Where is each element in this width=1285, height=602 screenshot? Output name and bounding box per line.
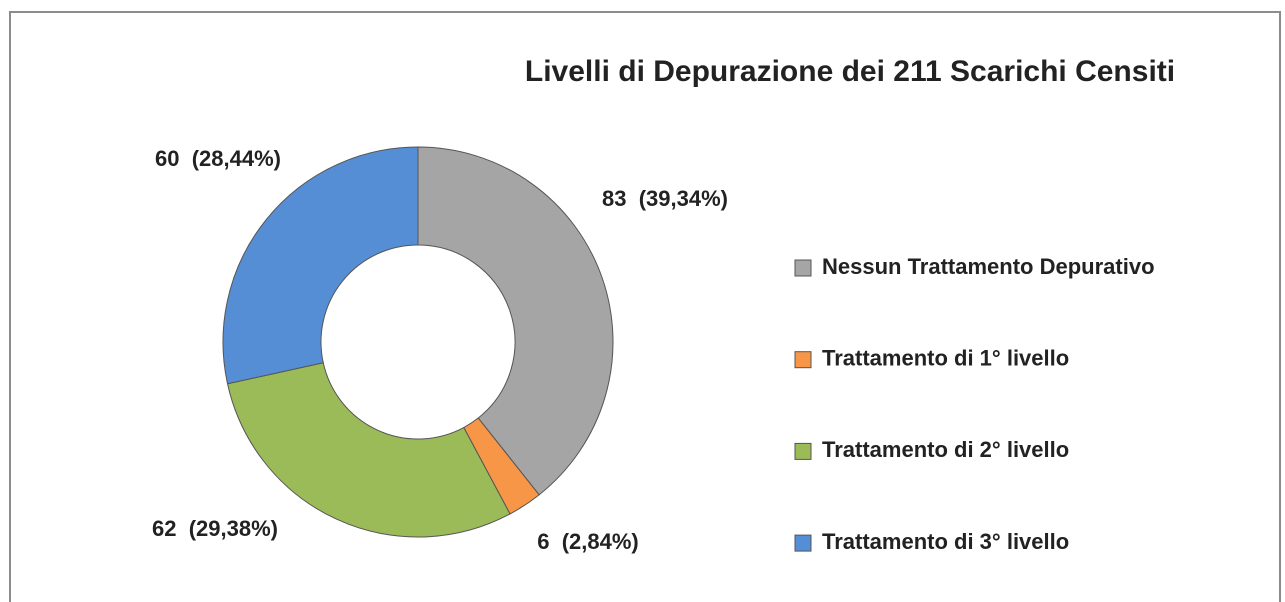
legend-swatch	[794, 259, 812, 277]
donut-slice	[417, 146, 614, 496]
data-label: 60 (28,44%)	[155, 146, 281, 171]
legend-label: Trattamento di 3° livello	[822, 529, 1069, 554]
donut-slice	[222, 146, 419, 385]
legend-label: Trattamento di 2° livello	[822, 437, 1069, 462]
chart-title: Livelli di Depurazione dei 211 Scarichi …	[525, 55, 1175, 88]
legend-swatch	[794, 351, 812, 369]
donut-slice	[226, 362, 511, 538]
legend-swatch	[794, 442, 812, 460]
data-label: 83 (39,34%)	[602, 186, 728, 211]
chart-border	[9, 11, 1281, 602]
legend-swatch	[794, 534, 812, 552]
data-label: 62 (29,38%)	[152, 516, 278, 541]
legend-label: Trattamento di 1° livello	[822, 346, 1069, 371]
legend-label: Nessun Trattamento Depurativo	[822, 254, 1155, 279]
data-label: 6 (2,84%)	[537, 529, 639, 554]
